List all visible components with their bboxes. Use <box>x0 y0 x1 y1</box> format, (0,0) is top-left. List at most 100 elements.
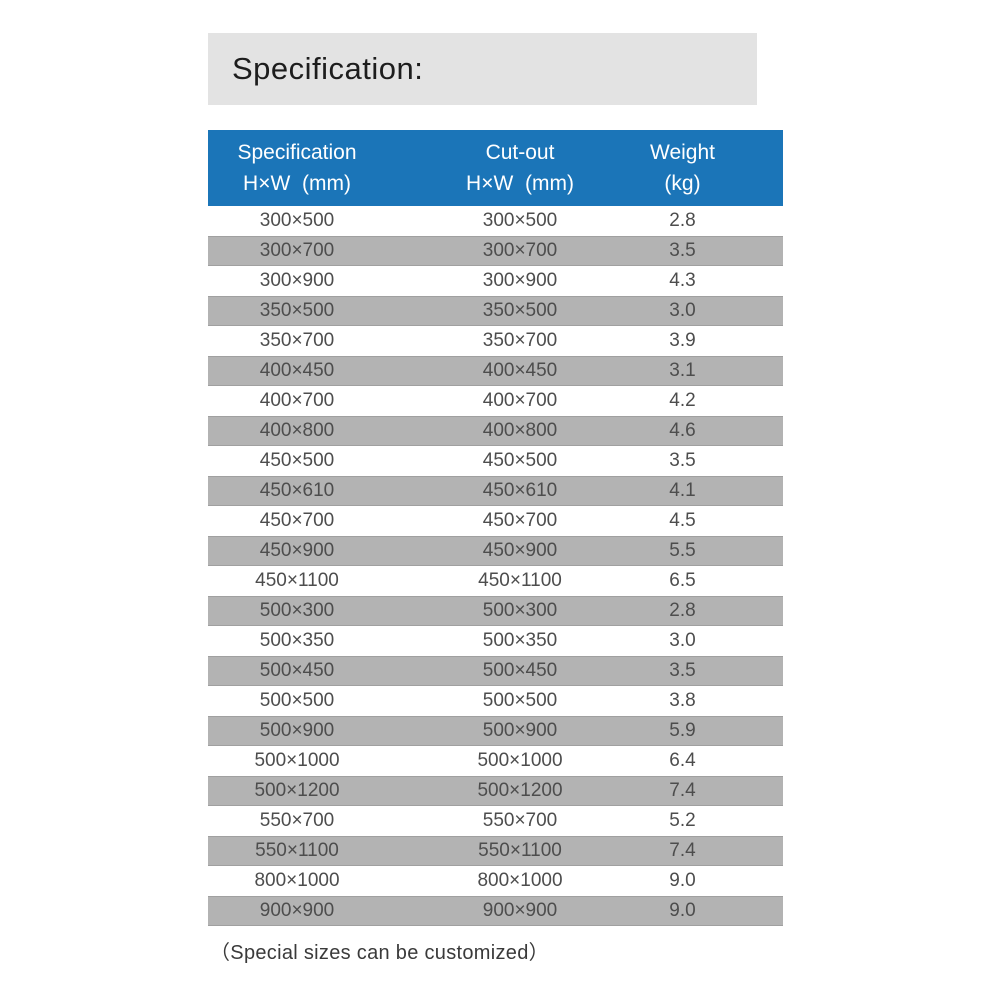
weight-cell: 3.5 <box>669 660 696 681</box>
weight-cell: 3.9 <box>669 330 696 351</box>
cutout-cell: 450×1100 <box>478 570 562 591</box>
table-row: 500×350 500×350 3.0 <box>208 626 783 656</box>
table-row: 300×500 300×500 2.8 <box>208 206 783 236</box>
table-body: 300×500 300×500 2.8 300×700 300×700 3.5 … <box>208 206 783 926</box>
table-row: 450×900 450×900 5.5 <box>208 536 783 566</box>
header-col-weight-line1: Weight <box>650 141 715 164</box>
cutout-cell: 450×900 <box>482 540 558 561</box>
spec-cell: 400×800 <box>259 420 335 441</box>
spec-cell: 450×700 <box>259 510 335 531</box>
header-col-weight-line2: (kg) <box>664 172 701 195</box>
cutout-cell: 500×1200 <box>477 780 563 801</box>
cutout-cell: 350×700 <box>482 330 558 351</box>
table-row: 900×900 900×900 9.0 <box>208 896 783 926</box>
weight-cell: 9.0 <box>669 900 696 921</box>
table-row: 400×800 400×800 4.6 <box>208 416 783 446</box>
spec-cell: 400×450 <box>259 360 335 381</box>
weight-cell: 7.4 <box>669 780 696 801</box>
spec-cell: 450×500 <box>259 450 335 471</box>
table-row: 500×1200 500×1200 7.4 <box>208 776 783 806</box>
page-title: Specification: <box>232 51 424 86</box>
table-row: 450×500 450×500 3.5 <box>208 446 783 476</box>
cutout-cell: 400×700 <box>482 390 558 411</box>
spec-cell: 300×500 <box>259 210 335 231</box>
weight-cell: 3.5 <box>669 450 696 471</box>
spec-cell: 450×900 <box>259 540 335 561</box>
spec-cell: 500×1200 <box>254 780 340 801</box>
table-row: 450×700 450×700 4.5 <box>208 506 783 536</box>
title-bar: Specification: <box>208 33 757 105</box>
weight-cell: 3.5 <box>669 240 696 261</box>
weight-cell: 5.2 <box>669 810 696 831</box>
header-col-cutout-line1: Cut-out <box>485 141 555 164</box>
table-row: 800×1000 800×1000 9.0 <box>208 866 783 896</box>
cutout-cell: 300×500 <box>482 210 558 231</box>
weight-cell: 3.0 <box>669 300 696 321</box>
table-row: 350×500 350×500 3.0 <box>208 296 783 326</box>
table-row: 550×1100 550×1100 7.4 <box>208 836 783 866</box>
cutout-cell: 900×900 <box>482 900 558 921</box>
spec-cell: 350×700 <box>259 330 335 351</box>
weight-cell: 7.4 <box>669 840 696 861</box>
table-row: 500×1000 500×1000 6.4 <box>208 746 783 776</box>
weight-cell: 4.5 <box>669 510 696 531</box>
weight-cell: 3.0 <box>669 630 696 651</box>
header-col-specification-line1: Specification <box>237 141 357 164</box>
header-col-specification-line2: H×W (mm) <box>243 172 351 195</box>
weight-cell: 6.5 <box>669 570 696 591</box>
cutout-cell: 500×900 <box>482 720 558 741</box>
cutout-cell: 500×450 <box>482 660 558 681</box>
spec-cell: 500×450 <box>259 660 335 681</box>
cutout-cell: 500×350 <box>482 630 558 651</box>
cutout-cell: 450×700 <box>482 510 558 531</box>
spec-cell: 900×900 <box>259 900 335 921</box>
table-row: 500×450 500×450 3.5 <box>208 656 783 686</box>
spec-cell: 500×900 <box>259 720 335 741</box>
table-row: 500×500 500×500 3.8 <box>208 686 783 716</box>
header-col-cutout: Cut-out H×W (mm) <box>386 130 654 206</box>
weight-cell: 4.3 <box>669 270 696 291</box>
spec-cell: 450×610 <box>259 480 335 501</box>
specification-table: Specification H×W (mm) Cut-out H×W (mm) … <box>208 130 783 926</box>
weight-cell: 2.8 <box>669 210 696 231</box>
spec-cell: 500×500 <box>259 690 335 711</box>
spec-cell: 400×700 <box>259 390 335 411</box>
table-row: 350×700 350×700 3.9 <box>208 326 783 356</box>
weight-cell: 3.8 <box>669 690 696 711</box>
spec-cell: 500×1000 <box>254 750 340 771</box>
cutout-cell: 300×700 <box>482 240 558 261</box>
weight-cell: 2.8 <box>669 600 696 621</box>
cutout-cell: 550×1100 <box>478 840 562 861</box>
weight-cell: 4.2 <box>669 390 696 411</box>
spec-cell: 500×300 <box>259 600 335 621</box>
footer-note: （Special sizes can be customized） <box>210 942 549 964</box>
spec-cell: 300×700 <box>259 240 335 261</box>
table-row: 300×700 300×700 3.5 <box>208 236 783 266</box>
weight-cell: 9.0 <box>669 870 696 891</box>
cutout-cell: 450×500 <box>482 450 558 471</box>
cutout-cell: 350×500 <box>482 300 558 321</box>
cutout-cell: 550×700 <box>482 810 558 831</box>
table-row: 550×700 550×700 5.2 <box>208 806 783 836</box>
weight-cell: 5.5 <box>669 540 696 561</box>
cutout-cell: 400×450 <box>482 360 558 381</box>
header-col-weight: Weight (kg) <box>650 130 783 206</box>
cutout-cell: 500×300 <box>482 600 558 621</box>
table-row: 400×450 400×450 3.1 <box>208 356 783 386</box>
table-row: 300×900 300×900 4.3 <box>208 266 783 296</box>
weight-cell: 3.1 <box>669 360 696 381</box>
spec-cell: 550×700 <box>259 810 335 831</box>
cutout-cell: 800×1000 <box>477 870 563 891</box>
weight-cell: 6.4 <box>669 750 696 771</box>
header-col-cutout-line2: H×W (mm) <box>466 172 574 195</box>
header-col-specification: Specification H×W (mm) <box>208 130 386 206</box>
table-row: 400×700 400×700 4.2 <box>208 386 783 416</box>
table-header: Specification H×W (mm) Cut-out H×W (mm) … <box>208 130 783 206</box>
cutout-cell: 500×500 <box>482 690 558 711</box>
table-row: 450×610 450×610 4.1 <box>208 476 783 506</box>
table-row: 450×1100 450×1100 6.5 <box>208 566 783 596</box>
spec-cell: 300×900 <box>259 270 335 291</box>
spec-cell: 450×1100 <box>255 570 339 591</box>
table-row: 500×300 500×300 2.8 <box>208 596 783 626</box>
